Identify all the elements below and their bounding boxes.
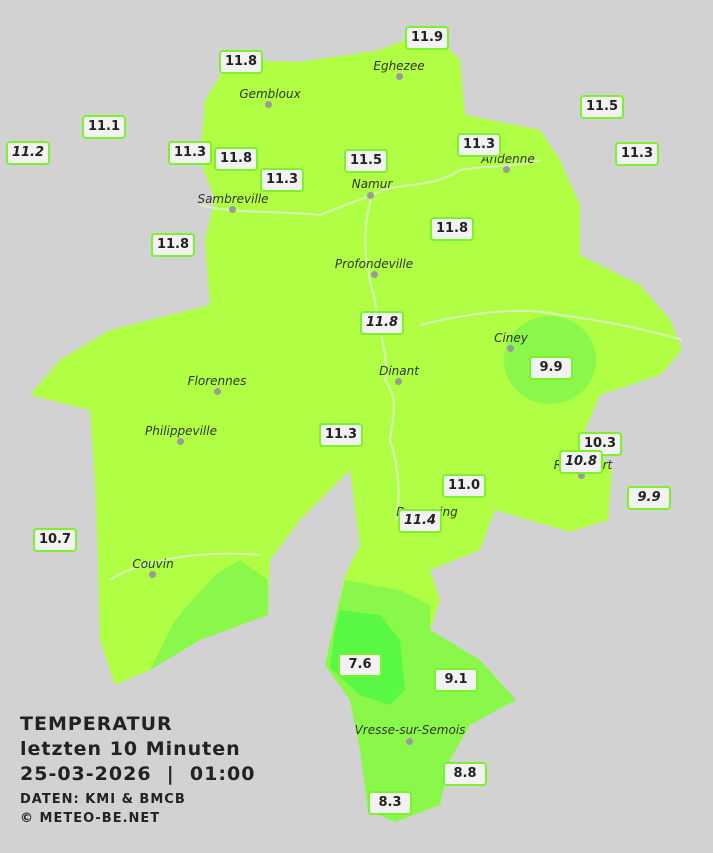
city-dot: [396, 73, 403, 80]
station-value: 8.8: [443, 762, 487, 786]
city-dot: [214, 388, 221, 395]
station-value: 10.8: [559, 450, 603, 474]
station-value: 11.5: [344, 149, 388, 173]
station-value: 11.3: [168, 141, 212, 165]
city-label: Gembloux: [239, 87, 301, 101]
copyright: © METEO-BE.NET: [20, 811, 161, 826]
city-label: Eghezee: [373, 59, 425, 73]
city-dot: [395, 378, 402, 385]
city-label: Couvin: [132, 557, 174, 571]
source: DATEN: KMI & BMCB: [20, 792, 186, 807]
station-value: 9.1: [434, 668, 478, 692]
station-value: 11.1: [82, 115, 126, 139]
station-value: 11.2: [6, 141, 50, 165]
city-dot: [229, 206, 236, 213]
station-value: 7.6: [338, 653, 382, 677]
city-dot: [507, 345, 514, 352]
station-value: 11.0: [442, 474, 486, 498]
station-value: 10.7: [33, 528, 77, 552]
city-dot: [406, 738, 413, 745]
city-label: Philippeville: [145, 424, 217, 438]
city-dot: [177, 438, 184, 445]
station-value: 9.9: [627, 486, 671, 510]
station-value: 11.8: [219, 50, 263, 74]
station-value: 11.9: [405, 26, 449, 50]
temperature-zone: [150, 560, 268, 670]
station-value: 9.9: [529, 356, 573, 380]
city-label: Florennes: [187, 374, 247, 388]
city-dot: [578, 472, 585, 479]
city-dot: [149, 571, 156, 578]
city-label: Namur: [351, 177, 393, 191]
city-dot: [371, 271, 378, 278]
station-value: 8.3: [368, 791, 412, 815]
title: TEMPERATUR: [20, 713, 173, 735]
station-value: 11.8: [430, 217, 474, 241]
station-value: 11.3: [260, 168, 304, 192]
station-value: 11.8: [214, 147, 258, 171]
city-dot: [367, 192, 374, 199]
city-label: Dinant: [379, 364, 419, 378]
station-value: 11.3: [319, 423, 363, 447]
timestamp: 25-03-2026 | 01:00: [20, 763, 256, 785]
info-block: TEMPERATUR letzten 10 Minuten 25-03-2026…: [20, 712, 255, 828]
station-value: 11.3: [457, 133, 501, 157]
station-value: 11.3: [615, 142, 659, 166]
city-label: Sambreville: [197, 192, 269, 206]
station-value: 11.8: [151, 233, 195, 257]
city-label: Ciney: [494, 331, 528, 345]
city-label: Vresse-sur-Semois: [354, 723, 466, 737]
subtitle: letzten 10 Minuten: [20, 738, 241, 760]
city-dot: [265, 101, 272, 108]
station-value: 11.4: [398, 509, 442, 533]
city-label: Profondeville: [334, 257, 414, 271]
city-dot: [503, 166, 510, 173]
station-value: 11.5: [580, 95, 624, 119]
station-value: 11.8: [360, 311, 404, 335]
